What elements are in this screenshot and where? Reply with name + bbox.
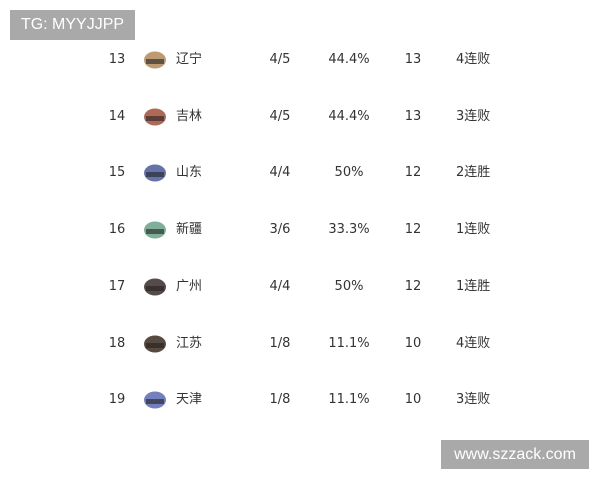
team-name: 天津 xyxy=(176,392,203,408)
points-cell: 13 xyxy=(404,52,422,67)
points-cell: 12 xyxy=(404,278,422,294)
win-pct-cell: 50% xyxy=(334,278,364,294)
table-row: 13 辽宁 4/5 44.4% 13 4连败 xyxy=(0,48,600,72)
win-pct-cell: 33.3% xyxy=(328,222,370,238)
rank-cell: 14 xyxy=(108,108,126,124)
record-cell: 4/5 xyxy=(269,52,291,67)
team-logo-icon xyxy=(142,334,168,354)
team-logo-icon xyxy=(142,107,168,127)
win-pct-cell: 11.1% xyxy=(328,392,370,408)
record-cell: 4/5 xyxy=(269,108,291,124)
win-pct-cell: 44.4% xyxy=(328,52,370,67)
win-pct-cell: 44.4% xyxy=(328,108,370,124)
team-name: 吉林 xyxy=(176,108,203,124)
rank-cell: 17 xyxy=(108,278,126,294)
team-logo-icon xyxy=(142,277,168,297)
team-name: 新疆 xyxy=(176,222,203,238)
team-name: 辽宁 xyxy=(176,52,203,67)
record-cell: 4/4 xyxy=(269,278,291,294)
watermark-bottom-right: www.szzack.com xyxy=(441,440,589,469)
record-cell: 1/8 xyxy=(269,392,291,408)
team-logo-icon xyxy=(142,50,168,70)
streak-cell: 3连败 xyxy=(456,108,491,124)
points-cell: 10 xyxy=(404,335,422,351)
points-cell: 12 xyxy=(404,222,422,238)
table-row: 14 吉林 4/5 44.4% 13 3连败 xyxy=(0,105,600,129)
table-row: 15 山东 4/4 50% 12 2连胜 xyxy=(0,161,600,185)
team-name: 江苏 xyxy=(176,335,203,351)
win-pct-cell: 11.1% xyxy=(328,335,370,351)
streak-cell: 3连败 xyxy=(456,392,491,408)
table-row: 16 新疆 3/6 33.3% 12 1连败 xyxy=(0,218,600,242)
table-row: 19 天津 1/8 11.1% 10 3连败 xyxy=(0,388,600,412)
team-logo-icon xyxy=(142,390,168,410)
win-pct-cell: 50% xyxy=(334,165,364,181)
record-cell: 1/8 xyxy=(269,335,291,351)
rank-cell: 16 xyxy=(108,222,126,238)
record-cell: 4/4 xyxy=(269,165,291,181)
streak-cell: 1连胜 xyxy=(456,278,491,294)
team-logo-icon xyxy=(142,220,168,240)
record-cell: 3/6 xyxy=(269,222,291,238)
watermark-top-left: TG: MYYJJPP xyxy=(10,10,135,40)
points-cell: 12 xyxy=(404,165,422,181)
streak-cell: 2连胜 xyxy=(456,165,491,181)
table-row: 18 江苏 1/8 11.1% 10 4连败 xyxy=(0,332,600,356)
points-cell: 10 xyxy=(404,392,422,408)
streak-cell: 4连败 xyxy=(456,335,491,351)
streak-cell: 1连败 xyxy=(456,222,491,238)
rank-cell: 15 xyxy=(108,165,126,181)
streak-cell: 4连败 xyxy=(456,52,491,67)
points-cell: 13 xyxy=(404,108,422,124)
table-row: 17 广州 4/4 50% 12 1连胜 xyxy=(0,275,600,299)
rank-cell: 18 xyxy=(108,335,126,351)
team-name: 山东 xyxy=(176,165,203,181)
team-logo-icon xyxy=(142,163,168,183)
rank-cell: 13 xyxy=(108,52,126,67)
rank-cell: 19 xyxy=(108,392,126,408)
team-name: 广州 xyxy=(176,278,203,294)
